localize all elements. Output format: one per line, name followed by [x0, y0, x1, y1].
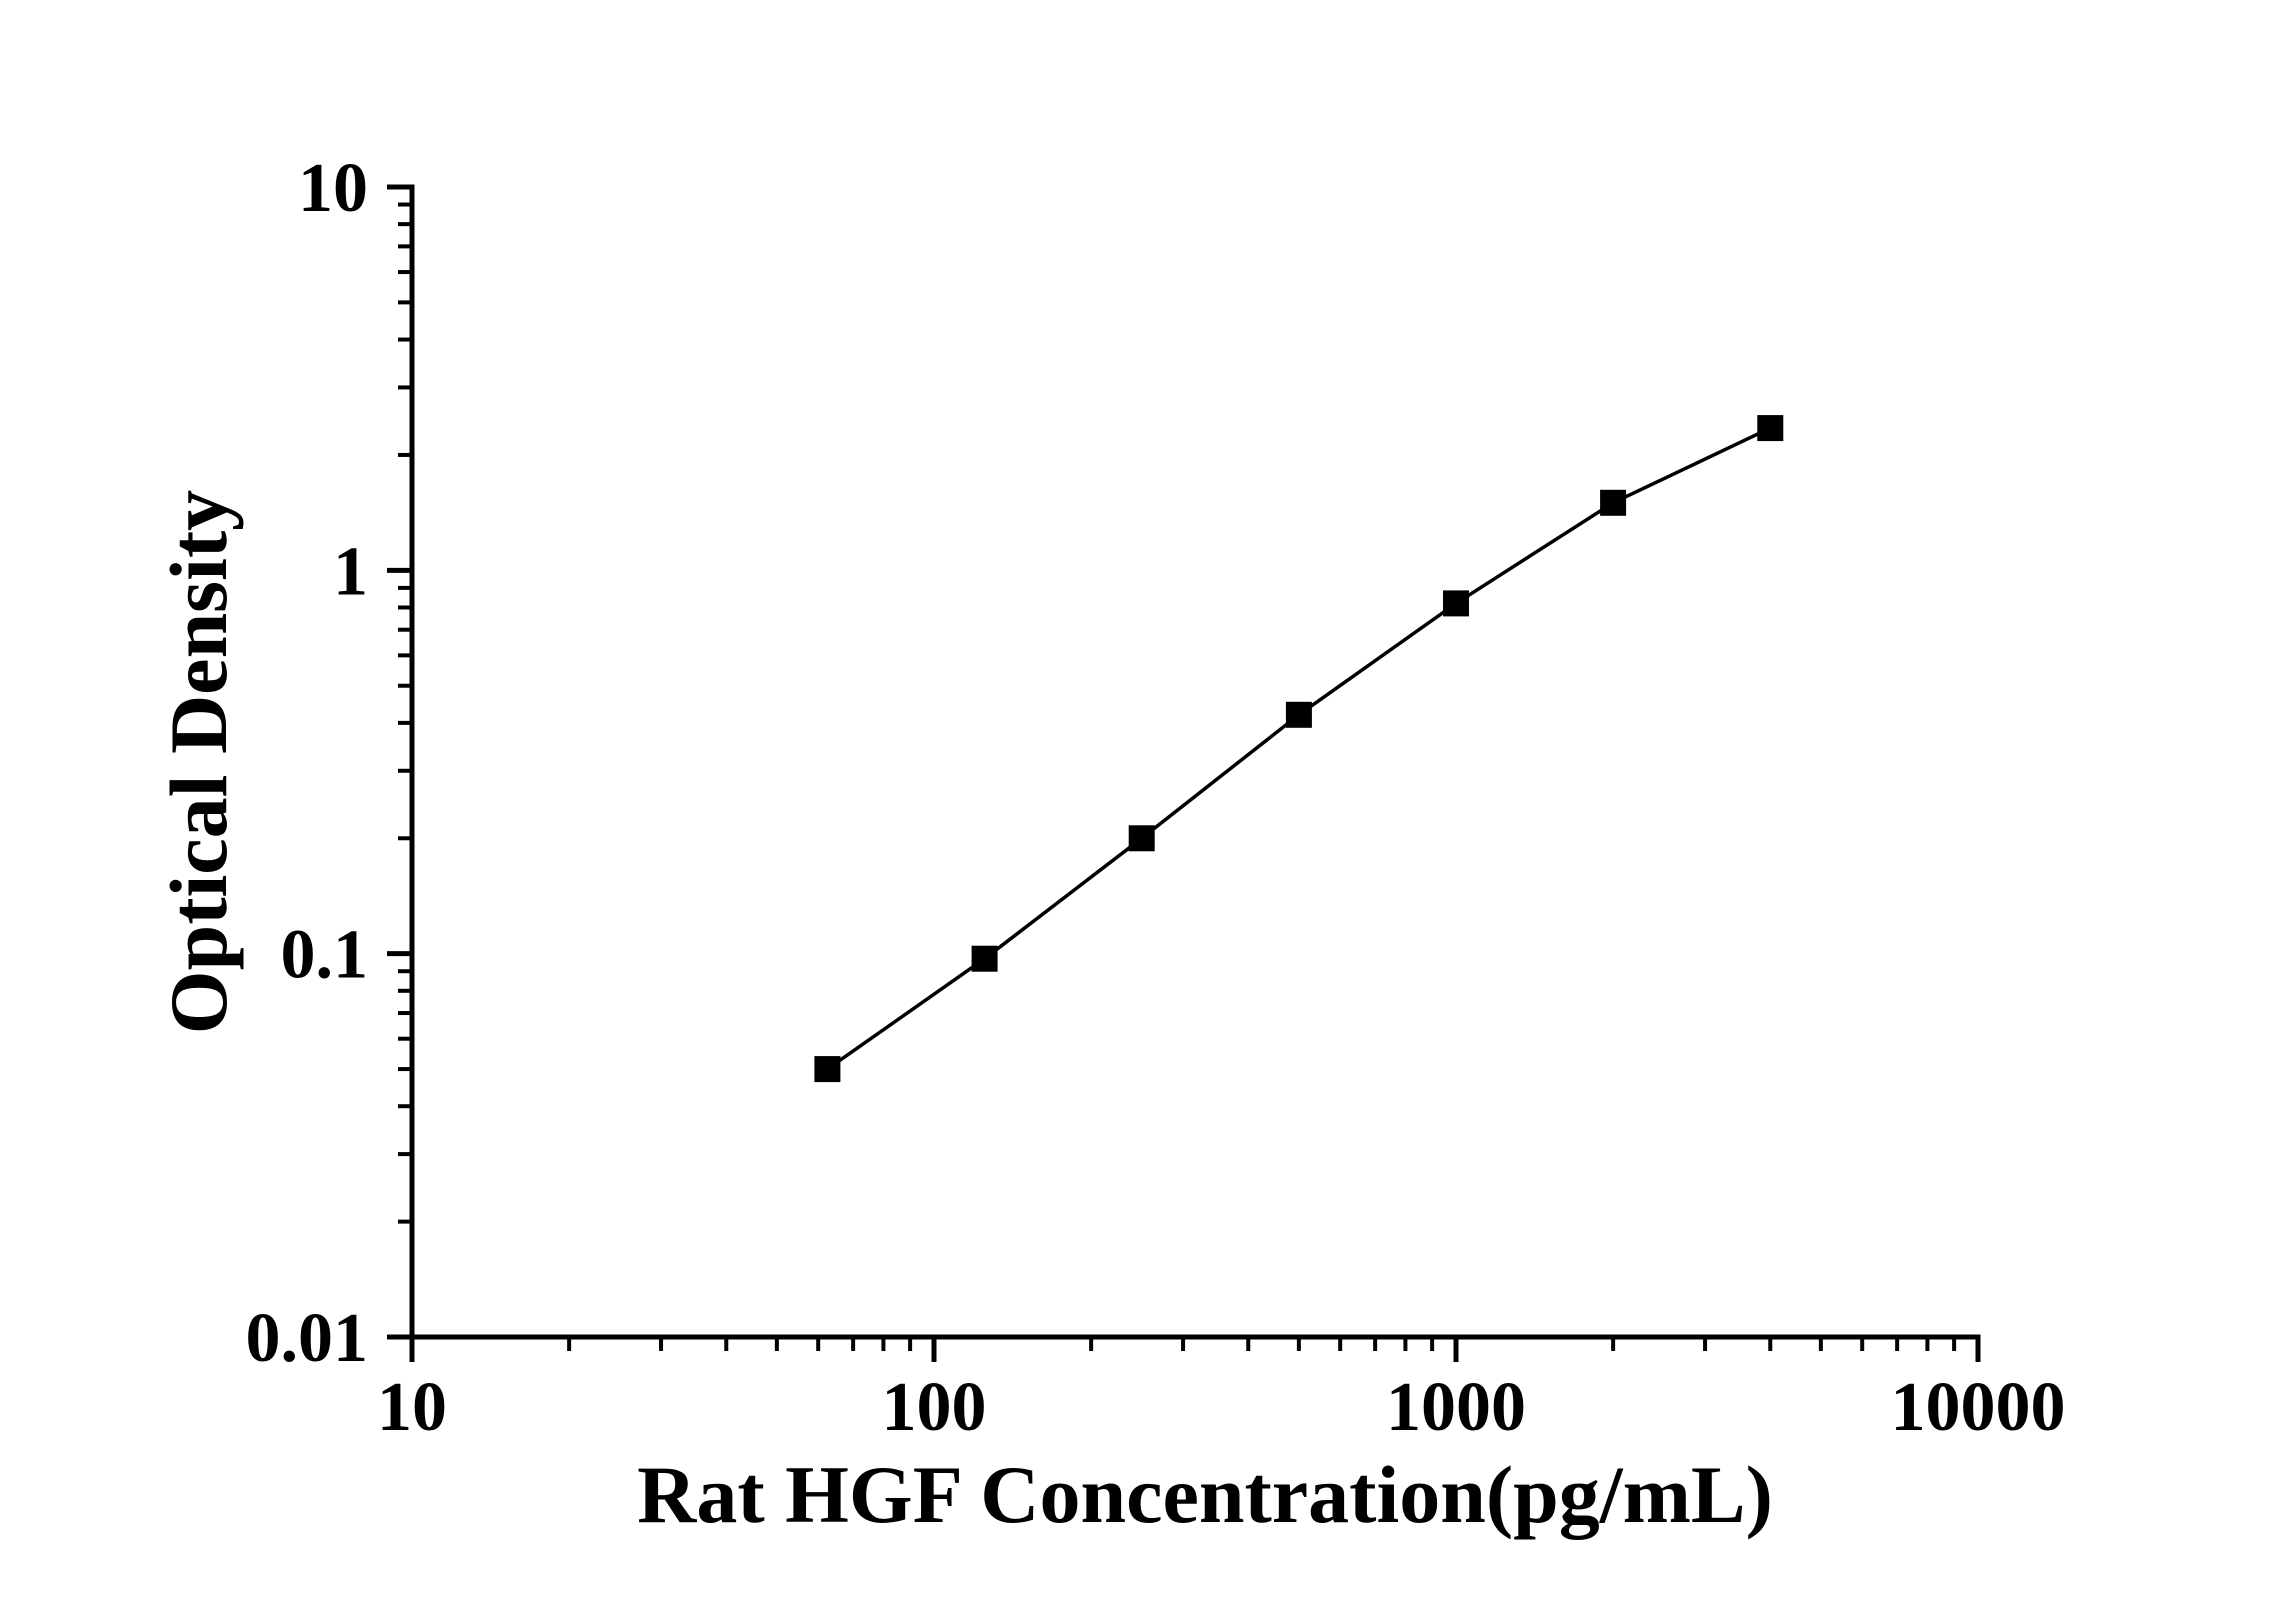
x-tick-label: 1000	[1386, 1369, 1526, 1446]
data-point-marker	[1128, 825, 1155, 852]
y-tick-label: 0.1	[281, 917, 369, 994]
data-series-line	[826, 426, 1772, 1071]
x-tick-label: 100	[882, 1369, 987, 1446]
data-series-layer	[814, 415, 1784, 1083]
data-point-marker	[1600, 489, 1627, 516]
x-tick-label: 10	[377, 1369, 447, 1446]
x-axis-title: Rat HGF Concentration(pg/mL)	[637, 1449, 1773, 1540]
data-point-marker	[1757, 415, 1784, 442]
y-axis-title: Optical Density	[153, 490, 244, 1034]
data-point-marker	[814, 1056, 841, 1083]
axes-layer: 10 100 1000 10000 0.01 0.1 1 10	[246, 150, 2066, 1446]
y-tick-label: 1	[333, 533, 368, 610]
data-point-marker	[1285, 701, 1312, 728]
y-tick-label: 0.01	[246, 1300, 369, 1377]
y-tick-label: 10	[298, 150, 368, 227]
data-point-marker	[1443, 590, 1469, 617]
x-tick-label: 10000	[1891, 1369, 2066, 1446]
data-point-marker	[971, 945, 998, 972]
